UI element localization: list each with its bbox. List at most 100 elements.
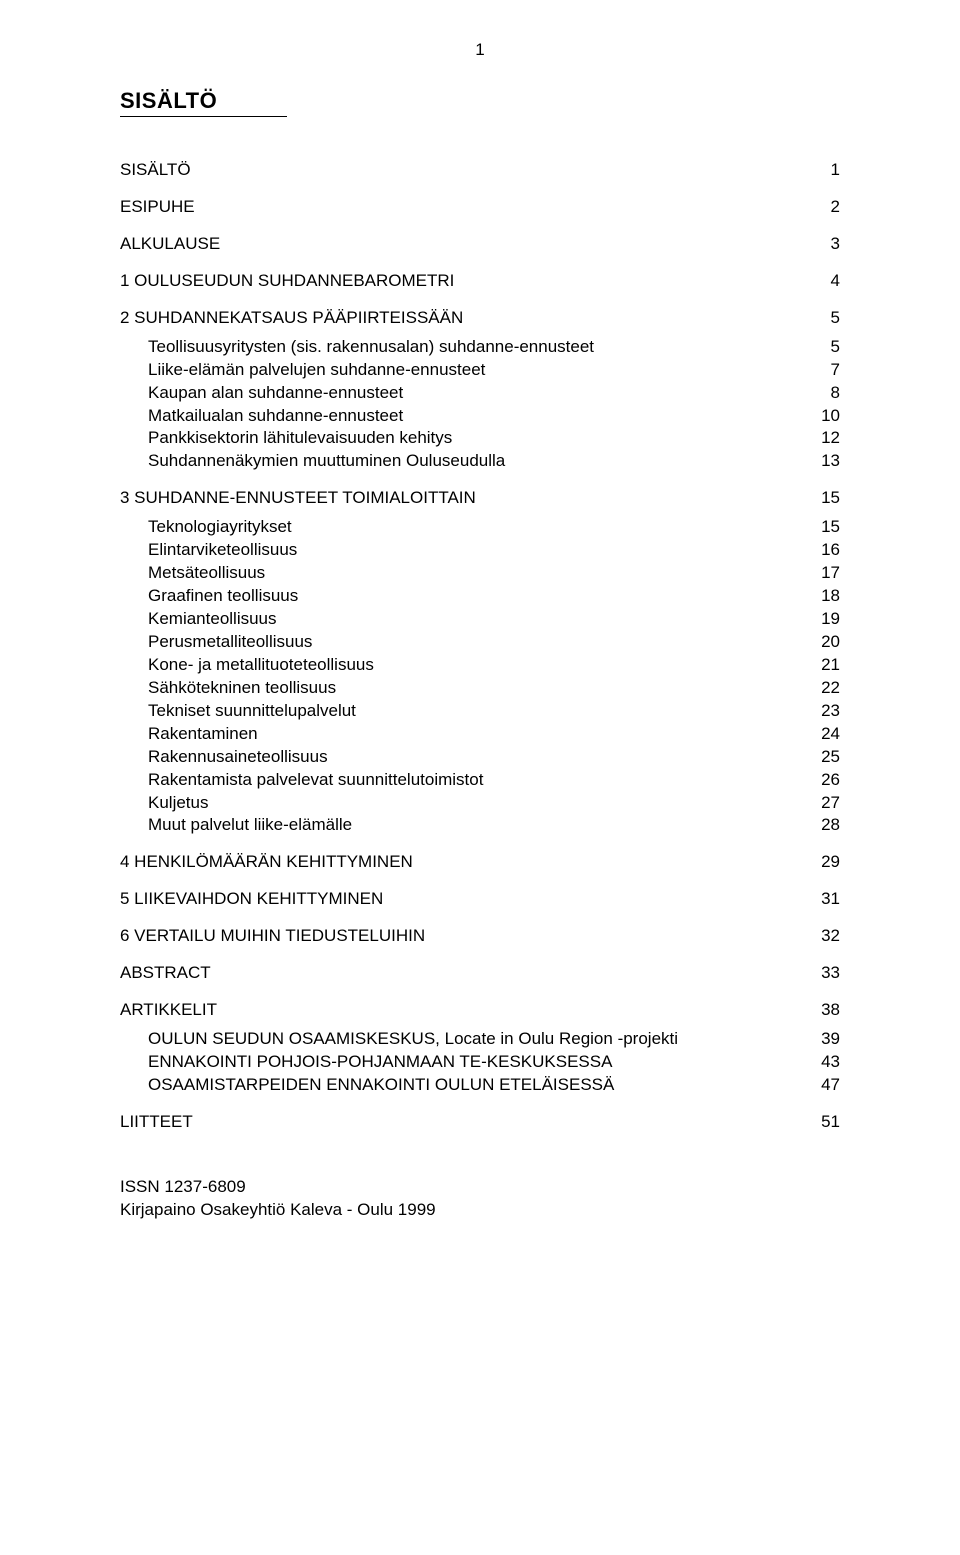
toc-label: Liike-elämän palvelujen suhdanne-ennuste… [148, 359, 810, 382]
toc-row: Teknologiayritykset15 [148, 516, 840, 539]
toc-label: Matkailualan suhdanne-ennusteet [148, 405, 810, 428]
toc-row: Metsäteollisuus17 [148, 562, 840, 585]
toc-label: 2 SUHDANNEKATSAUS PÄÄPIIRTEISSÄÄN [120, 307, 810, 330]
toc-page-number: 5 [810, 336, 840, 359]
toc-row: ARTIKKELIT38 [120, 999, 840, 1022]
toc-label: ALKULAUSE [120, 233, 810, 256]
toc-page-number: 22 [810, 677, 840, 700]
toc-row: Kuljetus27 [148, 792, 840, 815]
toc-page-number: 39 [810, 1028, 840, 1051]
toc-row: Rakennusaineteollisuus25 [148, 746, 840, 769]
toc-label: ENNAKOINTI POHJOIS-POHJANMAAN TE-KESKUKS… [148, 1051, 810, 1074]
toc-row: SISÄLTÖ1 [120, 159, 840, 182]
toc-page-number: 31 [810, 888, 840, 911]
toc-row: Matkailualan suhdanne-ennusteet10 [148, 405, 840, 428]
toc-row: 6 VERTAILU MUIHIN TIEDUSTELUIHIN32 [120, 925, 840, 948]
toc-page-number: 7 [810, 359, 840, 382]
toc-label: Perusmetalliteollisuus [148, 631, 810, 654]
toc-label: Tekniset suunnittelupalvelut [148, 700, 810, 723]
toc-page-number: 24 [810, 723, 840, 746]
toc-row: ABSTRACT33 [120, 962, 840, 985]
toc-label: Sähkötekninen teollisuus [148, 677, 810, 700]
toc-label: LIITTEET [120, 1111, 810, 1134]
toc-page-number: 4 [810, 270, 840, 293]
toc-label: Pankkisektorin lähitulevaisuuden kehitys [148, 427, 810, 450]
toc-label: 1 OULUSEUDUN SUHDANNEBAROMETRI [120, 270, 810, 293]
toc-row: Muut palvelut liike-elämälle28 [148, 814, 840, 837]
toc-label: 4 HENKILÖMÄÄRÄN KEHITTYMINEN [120, 851, 810, 874]
toc-label: Rakennusaineteollisuus [148, 746, 810, 769]
toc-label: Rakentamista palvelevat suunnittelutoimi… [148, 769, 810, 792]
toc-page-number: 15 [810, 516, 840, 539]
toc-row: Tekniset suunnittelupalvelut23 [148, 700, 840, 723]
toc-label: ESIPUHE [120, 196, 810, 219]
toc-label: Elintarviketeollisuus [148, 539, 810, 562]
toc-page-number: 16 [810, 539, 840, 562]
page-number: 1 [120, 40, 840, 60]
toc-label: 6 VERTAILU MUIHIN TIEDUSTELUIHIN [120, 925, 810, 948]
toc-label: Kone- ja metallituoteteollisuus [148, 654, 810, 677]
toc-page-number: 51 [810, 1111, 840, 1134]
toc-row: Kemianteollisuus19 [148, 608, 840, 631]
toc-page-number: 18 [810, 585, 840, 608]
toc-page-number: 21 [810, 654, 840, 677]
toc-label: 3 SUHDANNE-ENNUSTEET TOIMIALOITTAIN [120, 487, 810, 510]
toc-page-number: 12 [810, 427, 840, 450]
toc-row: Kone- ja metallituoteteollisuus21 [148, 654, 840, 677]
toc-page-number: 28 [810, 814, 840, 837]
toc-page-number: 23 [810, 700, 840, 723]
toc-label: Suhdannenäkymien muuttuminen Ouluseudull… [148, 450, 810, 473]
toc-row: 2 SUHDANNEKATSAUS PÄÄPIIRTEISSÄÄN5 [120, 307, 840, 330]
toc-page-number: 8 [810, 382, 840, 405]
toc-label: Teknologiayritykset [148, 516, 810, 539]
toc-label: ABSTRACT [120, 962, 810, 985]
toc-page-number: 20 [810, 631, 840, 654]
toc-row: Kaupan alan suhdanne-ennusteet8 [148, 382, 840, 405]
toc-page-number: 32 [810, 925, 840, 948]
toc-label: OULUN SEUDUN OSAAMISKESKUS, Locate in Ou… [148, 1028, 810, 1051]
toc-label: Teollisuusyritysten (sis. rakennusalan) … [148, 336, 810, 359]
toc-row: Graafinen teollisuus18 [148, 585, 840, 608]
toc-label: ARTIKKELIT [120, 999, 810, 1022]
toc-row: OSAAMISTARPEIDEN ENNAKOINTI OULUN ETELÄI… [148, 1074, 840, 1097]
toc-page-number: 1 [810, 159, 840, 182]
toc-page-number: 13 [810, 450, 840, 473]
toc-page-number: 3 [810, 233, 840, 256]
toc-row: Rakentamista palvelevat suunnittelutoimi… [148, 769, 840, 792]
printer-line: Kirjapaino Osakeyhtiö Kaleva - Oulu 1999 [120, 1199, 840, 1222]
toc-row: Suhdannenäkymien muuttuminen Ouluseudull… [148, 450, 840, 473]
table-of-contents: SISÄLTÖ1ESIPUHE2ALKULAUSE31 OULUSEUDUN S… [120, 159, 840, 1134]
toc-row: 1 OULUSEUDUN SUHDANNEBAROMETRI4 [120, 270, 840, 293]
toc-row: Teollisuusyritysten (sis. rakennusalan) … [148, 336, 840, 359]
toc-row: Sähkötekninen teollisuus22 [148, 677, 840, 700]
toc-row: Pankkisektorin lähitulevaisuuden kehitys… [148, 427, 840, 450]
issn-line: ISSN 1237-6809 [120, 1176, 840, 1199]
toc-row: ESIPUHE2 [120, 196, 840, 219]
toc-page-number: 15 [810, 487, 840, 510]
toc-label: Kaupan alan suhdanne-ennusteet [148, 382, 810, 405]
toc-page-number: 33 [810, 962, 840, 985]
toc-label: OSAAMISTARPEIDEN ENNAKOINTI OULUN ETELÄI… [148, 1074, 810, 1097]
toc-page-number: 29 [810, 851, 840, 874]
toc-label: Metsäteollisuus [148, 562, 810, 585]
toc-row: Elintarviketeollisuus16 [148, 539, 840, 562]
toc-row: Perusmetalliteollisuus20 [148, 631, 840, 654]
toc-label: Kemianteollisuus [148, 608, 810, 631]
toc-row: ALKULAUSE3 [120, 233, 840, 256]
toc-label: Kuljetus [148, 792, 810, 815]
toc-label: Muut palvelut liike-elämälle [148, 814, 810, 837]
toc-page-number: 25 [810, 746, 840, 769]
toc-label: 5 LIIKEVAIHDON KEHITTYMINEN [120, 888, 810, 911]
toc-row: LIITTEET51 [120, 1111, 840, 1134]
footer: ISSN 1237-6809 Kirjapaino Osakeyhtiö Kal… [120, 1176, 840, 1222]
document-page: 1 SISÄLTÖ SISÄLTÖ1ESIPUHE2ALKULAUSE31 OU… [0, 0, 960, 1262]
toc-page-number: 2 [810, 196, 840, 219]
toc-page-number: 10 [810, 405, 840, 428]
toc-page-number: 38 [810, 999, 840, 1022]
toc-row: Liike-elämän palvelujen suhdanne-ennuste… [148, 359, 840, 382]
toc-page-number: 27 [810, 792, 840, 815]
toc-page-number: 47 [810, 1074, 840, 1097]
toc-row: Rakentaminen24 [148, 723, 840, 746]
toc-row: 5 LIIKEVAIHDON KEHITTYMINEN31 [120, 888, 840, 911]
toc-label: SISÄLTÖ [120, 159, 810, 182]
